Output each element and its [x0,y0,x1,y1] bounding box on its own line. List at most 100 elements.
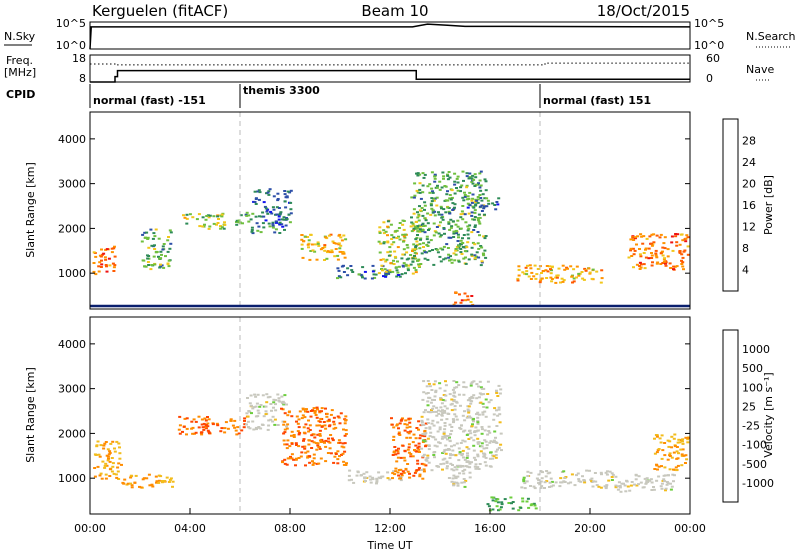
power-echo-cell [309,233,313,236]
velocity-echo-cell [476,411,480,414]
velocity-echo-cell [455,442,459,445]
velocity-echo-cell [660,465,663,468]
velocity-echo-cell [670,435,674,438]
power-echo-cell [663,236,667,239]
power-echo-cell [484,256,488,259]
velocity-echo-cell [300,451,304,454]
power-echo-cell [414,246,418,249]
velocity-echo-cell [282,432,286,435]
power-echo-cell [425,235,429,238]
velocity-echo-cell [450,429,454,432]
velocity-echo-cell [352,481,356,484]
power-echo-cell [216,215,220,218]
velocity-echo-cell [471,396,475,399]
power-echo-cell [483,249,487,252]
velocity-echo-cell [317,462,321,465]
power-echo-cell [371,264,375,267]
power-echo-cell [415,240,419,243]
velocity-echo-cell [465,416,469,419]
power-echo-cell [99,266,103,268]
velocity-echo-cell [295,420,298,423]
power-echo-cell [583,267,587,270]
velocity-echo-cell [469,436,473,439]
power-echo-cell [661,254,665,257]
power-echo-cell [656,261,660,264]
velocity-echo-cell [474,458,477,461]
power-echo-cell [434,197,437,200]
velocity-echo-cell [533,487,537,490]
power-echo-cell [470,211,474,214]
power-echo-cell [675,265,679,268]
velocity-echo-cell [289,455,292,458]
power-echo-cell [414,271,418,274]
velocity-echo-cell [426,380,430,382]
power-echo-cell [678,251,682,254]
power-echo-cell [451,209,455,211]
velocity-echo-cell [233,426,237,429]
power-echo-cell [323,249,327,252]
power-echo-cell [459,239,463,242]
power-echo-cell [481,252,485,255]
velocity-echo-cell [437,441,441,444]
power-echo-cell [456,240,460,242]
velocity-echo-cell [394,453,398,456]
power-echo-cell [483,178,487,181]
velocity-echo-cell [336,462,340,465]
velocity-echo-cell [663,466,667,469]
power-echo-cell [600,277,604,280]
power-echo-cell [454,223,458,226]
velocity-echo-cell [469,416,473,419]
velocity-echo-cell [500,449,503,452]
power-echo-cell [479,245,483,247]
velocity-echo-cell [395,424,399,427]
velocity-echo-cell [442,394,446,396]
velocity-echo-cell [417,442,421,445]
power-echo-cell [480,204,484,207]
velocity-echo-cell [438,442,442,445]
velocity-echo-cell [466,452,469,455]
power-echo-cell [212,222,216,225]
velocity-echo-cell [431,419,435,422]
velocity-echo-cell [409,430,413,433]
power-echo-cell [545,265,549,267]
velocity-echo-cell [117,478,121,480]
power-echo-cell [143,231,147,234]
power-echo-cell [249,218,253,221]
power-echo-cell [456,181,460,184]
velocity-echo-cell [313,409,316,412]
velocity-echo-cell [440,402,444,405]
freq-tick-top: 18 [72,52,86,65]
power-echo-cell [437,211,440,214]
velocity-echo-cell [269,403,273,405]
power-echo-5 [300,233,348,261]
power-echo-cell [302,240,306,243]
power-echo-cell [262,215,266,218]
velocity-echo-cell [123,478,127,481]
velocity-echo-cell [486,380,490,383]
power-echo-cell [455,187,458,189]
power-echo-cell [205,215,209,217]
power-echo-cell [389,271,393,274]
velocity-echo-cell [194,420,198,423]
velocity-echo-cell [446,438,449,441]
velocity-echo-cell [467,438,471,440]
power-echo-cell [470,180,474,183]
power-echo-cell [278,223,282,226]
velocity-echo-cell [453,466,457,469]
power-echo-cell [386,269,390,272]
power-echo-cell [406,246,410,249]
velocity-echo-cell [443,389,447,392]
power-echo-cell [386,241,390,244]
power-echo-cell [426,258,430,261]
velocity-echo-cell [443,399,447,402]
velocity-echo-cell [273,418,277,421]
power-echo-cell [266,212,270,215]
power-echo-cell [478,216,482,219]
power-echo-cell [271,222,275,225]
velocity-echo-cell [178,424,182,427]
power-echo-cell [287,213,291,216]
velocity-echo-cell [280,395,284,398]
power-echo-cell [590,277,594,280]
velocity-echo-cell [300,417,304,420]
